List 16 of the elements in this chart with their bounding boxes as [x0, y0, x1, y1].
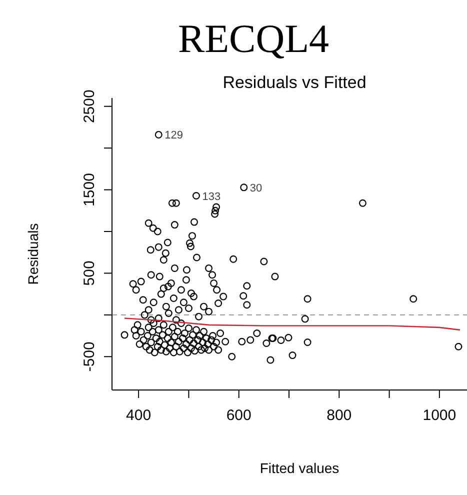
- chart-subtitle: Residuals vs Fitted: [222, 73, 366, 92]
- annotation: 30: [250, 182, 262, 194]
- annotation: 129: [164, 130, 183, 142]
- x-tick-label: 1000: [422, 407, 456, 424]
- y-tick-label: 2500: [81, 90, 98, 124]
- x-tick-label: 400: [126, 407, 152, 424]
- chart-title: RECQL4: [178, 16, 330, 61]
- x-tick-label: 600: [226, 407, 252, 424]
- x-axis-title: Fitted values: [260, 460, 340, 476]
- x-tick-label: 800: [326, 407, 352, 424]
- y-tick-label: 1500: [81, 173, 98, 206]
- y-tick-label: -500: [81, 342, 98, 372]
- line-series: [124, 318, 461, 331]
- y-tick-label: 500: [81, 260, 98, 286]
- y-axis-title: Residuals: [25, 223, 41, 285]
- annotation: 133: [202, 190, 221, 203]
